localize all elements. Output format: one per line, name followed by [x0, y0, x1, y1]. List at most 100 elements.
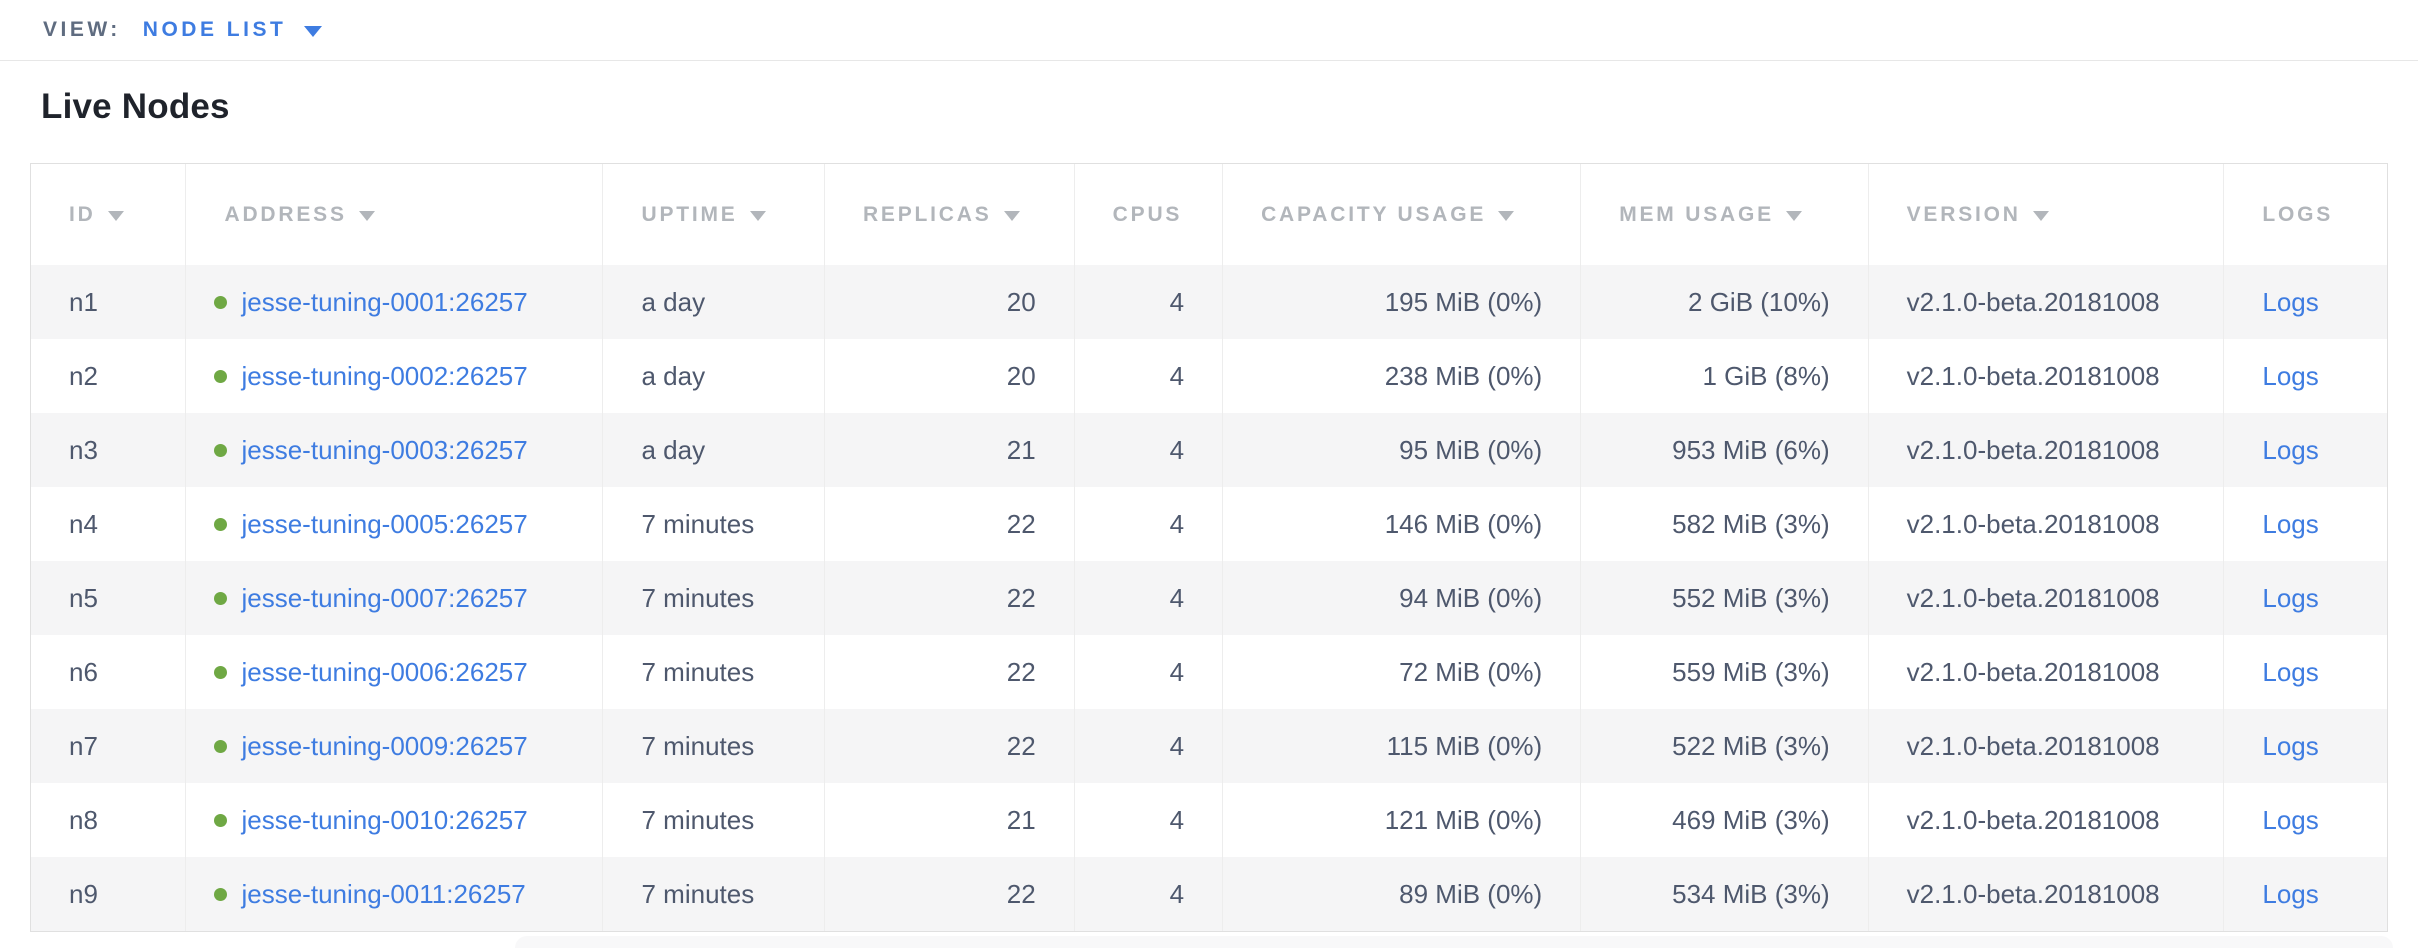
- cell-cpus: 4: [1074, 265, 1224, 339]
- cell-id: n9: [31, 857, 187, 931]
- column-label: LOGS: [2262, 202, 2334, 226]
- address-link[interactable]: jesse-tuning-0010:26257: [241, 804, 528, 835]
- cell-uptime: a day: [603, 413, 825, 487]
- column-label: ID: [69, 202, 96, 226]
- cell-capacity: 72 MiB (0%): [1223, 635, 1582, 709]
- logs-link[interactable]: Logs: [2262, 730, 2319, 761]
- live-nodes-section: Live Nodes ID ADDRESS UPTIME REPLICAS CPUS CA…: [0, 86, 2418, 932]
- cell-mem: 559 MiB (3%): [1581, 635, 1869, 709]
- column-header-capacity[interactable]: CAPACITY USAGE: [1223, 164, 1582, 265]
- column-label: VERSION: [1906, 202, 2021, 226]
- cell-uptime: 7 minutes: [603, 783, 825, 857]
- cell-uptime: 7 minutes: [603, 857, 825, 931]
- cell-version: v2.1.0-beta.20181008: [1868, 339, 2225, 413]
- cell-replicas: 22: [824, 561, 1075, 635]
- address-link[interactable]: jesse-tuning-0002:26257: [241, 360, 528, 391]
- column-label: REPLICAS: [862, 202, 992, 226]
- node-row-n1: n1 jesse-tuning-0001:26257 a day 20 4 195 MiB…: [31, 265, 2387, 339]
- cell-replicas: 22: [824, 635, 1075, 709]
- address-link[interactable]: jesse-tuning-0011:26257: [241, 878, 526, 909]
- sort-desc-icon: [107, 210, 124, 221]
- column-header-uptime[interactable]: UPTIME: [603, 164, 825, 265]
- view-dropdown[interactable]: NODE LIST: [143, 18, 323, 42]
- cell-capacity: 94 MiB (0%): [1223, 561, 1582, 635]
- address-link[interactable]: jesse-tuning-0003:26257: [241, 434, 528, 465]
- sort-desc-icon: [1498, 210, 1515, 221]
- logs-link[interactable]: Logs: [2262, 582, 2319, 613]
- cell-id: n8: [31, 783, 187, 857]
- node-live-status-icon: [214, 369, 228, 383]
- cell-address: jesse-tuning-0007:26257: [186, 561, 604, 635]
- node-live-status-icon: [214, 813, 228, 827]
- cell-address: jesse-tuning-0002:26257: [186, 339, 604, 413]
- cell-version: v2.1.0-beta.20181008: [1868, 413, 2225, 487]
- cell-address: jesse-tuning-0006:26257: [186, 635, 604, 709]
- cell-replicas: 20: [824, 339, 1075, 413]
- cell-logs: Logs: [2224, 783, 2387, 857]
- cell-logs: Logs: [2224, 413, 2387, 487]
- view-selector-bar: VIEW: NODE LIST: [0, 0, 2418, 61]
- cell-uptime: a day: [603, 265, 825, 339]
- logs-link[interactable]: Logs: [2262, 804, 2319, 835]
- next-section-top-edge: [515, 936, 2393, 948]
- node-live-status-icon: [214, 887, 228, 901]
- cell-mem: 582 MiB (3%): [1581, 487, 1869, 561]
- cell-address: jesse-tuning-0005:26257: [186, 487, 604, 561]
- cell-version: v2.1.0-beta.20181008: [1868, 857, 2225, 931]
- cell-mem: 2 GiB (10%): [1581, 265, 1869, 339]
- cell-version: v2.1.0-beta.20181008: [1868, 561, 2225, 635]
- column-label: ADDRESS: [224, 202, 347, 226]
- logs-link[interactable]: Logs: [2262, 360, 2319, 391]
- cell-id: n6: [31, 635, 187, 709]
- cell-capacity: 195 MiB (0%): [1223, 265, 1582, 339]
- node-row-n7: n7 jesse-tuning-0009:26257 7 minutes 22 4 115…: [31, 709, 2387, 783]
- cell-uptime: 7 minutes: [603, 709, 825, 783]
- logs-link[interactable]: Logs: [2262, 508, 2319, 539]
- view-label: VIEW:: [43, 18, 121, 41]
- table-header-row: ID ADDRESS UPTIME REPLICAS CPUS CAPACITY USAG…: [31, 164, 2387, 265]
- view-dropdown-value: NODE LIST: [142, 18, 287, 41]
- column-header-cpus: CPUS: [1074, 164, 1224, 265]
- cell-uptime: 7 minutes: [603, 635, 825, 709]
- cell-id: n5: [31, 561, 187, 635]
- cell-id: n4: [31, 487, 187, 561]
- node-row-n9: n9 jesse-tuning-0011:26257 7 minutes 22 4 89 …: [31, 857, 2387, 931]
- column-header-replicas[interactable]: REPLICAS: [824, 164, 1075, 265]
- cell-replicas: 21: [824, 413, 1075, 487]
- column-header-id[interactable]: ID: [31, 164, 187, 265]
- sort-desc-icon: [749, 210, 766, 221]
- node-row-n5: n5 jesse-tuning-0007:26257 7 minutes 22 4 94 …: [31, 561, 2387, 635]
- logs-link[interactable]: Logs: [2262, 434, 2319, 465]
- cell-uptime: 7 minutes: [603, 487, 825, 561]
- cell-capacity: 115 MiB (0%): [1223, 709, 1582, 783]
- cell-mem: 1 GiB (8%): [1581, 339, 1869, 413]
- node-live-status-icon: [214, 295, 228, 309]
- cell-version: v2.1.0-beta.20181008: [1868, 709, 2225, 783]
- node-row-n4: n4 jesse-tuning-0005:26257 7 minutes 22 4 146…: [31, 487, 2387, 561]
- cell-address: jesse-tuning-0011:26257: [186, 857, 604, 931]
- cell-replicas: 22: [824, 857, 1075, 931]
- address-link[interactable]: jesse-tuning-0005:26257: [241, 508, 528, 539]
- cell-cpus: 4: [1074, 487, 1224, 561]
- column-label: CAPACITY USAGE: [1261, 202, 1487, 226]
- node-live-status-icon: [214, 517, 228, 531]
- address-link[interactable]: jesse-tuning-0001:26257: [241, 286, 528, 317]
- address-link[interactable]: jesse-tuning-0007:26257: [241, 582, 528, 613]
- cell-cpus: 4: [1074, 635, 1224, 709]
- cell-cpus: 4: [1074, 561, 1224, 635]
- cell-id: n7: [31, 709, 187, 783]
- address-link[interactable]: jesse-tuning-0009:26257: [241, 730, 528, 761]
- cell-replicas: 22: [824, 709, 1075, 783]
- cell-mem: 953 MiB (6%): [1581, 413, 1869, 487]
- column-header-address[interactable]: ADDRESS: [186, 164, 604, 265]
- cell-address: jesse-tuning-0003:26257: [186, 413, 604, 487]
- sort-desc-icon: [1785, 210, 1802, 221]
- column-header-mem[interactable]: MEM USAGE: [1581, 164, 1869, 265]
- cell-id: n1: [31, 265, 187, 339]
- cell-cpus: 4: [1074, 857, 1224, 931]
- logs-link[interactable]: Logs: [2262, 656, 2319, 687]
- logs-link[interactable]: Logs: [2262, 878, 2319, 909]
- logs-link[interactable]: Logs: [2262, 286, 2319, 317]
- column-header-version[interactable]: VERSION: [1868, 164, 2225, 265]
- address-link[interactable]: jesse-tuning-0006:26257: [241, 656, 528, 687]
